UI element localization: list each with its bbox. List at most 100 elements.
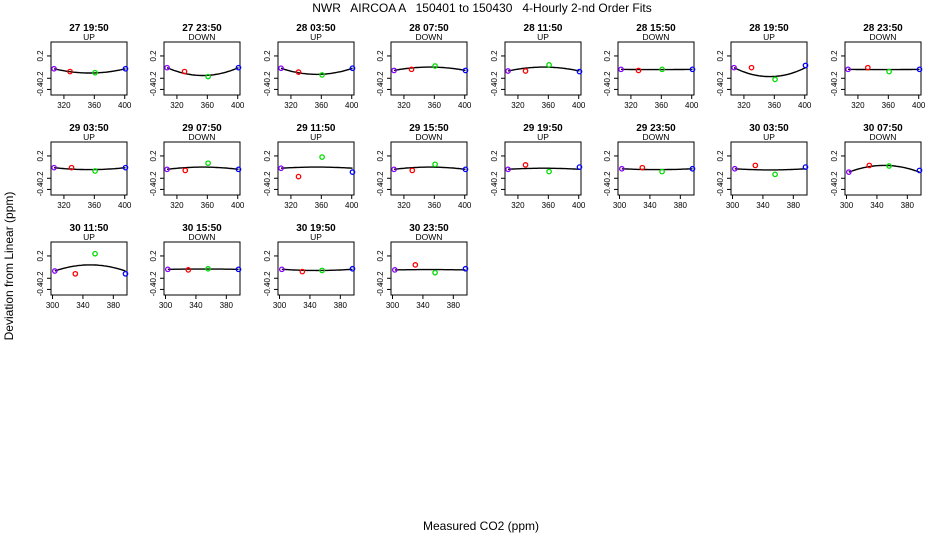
- panel-title: 30 11:50: [70, 223, 109, 234]
- data-point: [409, 167, 416, 174]
- y-tick-label: -0.2: [36, 271, 45, 285]
- y-tick-label: -0.2: [149, 171, 158, 185]
- y-tick-label: -0.4: [149, 182, 158, 196]
- y-tick-label: -0.4: [490, 182, 499, 196]
- x-tick-label: 320: [511, 101, 525, 110]
- y-tick-label: -0.4: [376, 182, 385, 196]
- data-point: [689, 165, 696, 172]
- y-tick-label: -0.2: [376, 71, 385, 85]
- x-tick-label: 380: [334, 301, 348, 310]
- y-tick-label: -0.2: [376, 171, 385, 185]
- y-tick-label: -0.4: [830, 182, 839, 196]
- panel-title: 29 07:50: [182, 123, 222, 134]
- data-point: [916, 66, 923, 73]
- fit-curve: [507, 167, 580, 170]
- y-tick-label: -0.4: [36, 82, 45, 96]
- data-point: [164, 266, 171, 273]
- x-tick-label: 340: [870, 201, 884, 210]
- data-point: [295, 69, 302, 75]
- x-tick-label: 340: [756, 201, 770, 210]
- x-tick-label: 360: [201, 201, 215, 210]
- data-point: [505, 166, 511, 173]
- y-tick-label: -0.2: [376, 271, 385, 285]
- panel-direction-label: UP: [83, 132, 95, 142]
- fit-curve: [393, 66, 466, 72]
- panel-direction-label: UP: [537, 32, 549, 42]
- y-tick-label: 0.2: [603, 50, 612, 62]
- x-tick-label: 380: [674, 201, 688, 210]
- x-tick-label: 360: [88, 101, 102, 110]
- data-point: [689, 66, 696, 73]
- panel-direction-label: DOWN: [189, 32, 216, 42]
- y-tick-label: -0.2: [603, 71, 612, 85]
- data-point: [182, 167, 189, 174]
- data-point: [576, 164, 583, 170]
- x-tick-label: 360: [428, 101, 442, 110]
- y-tick-label: -0.4: [490, 82, 499, 96]
- data-point: [659, 66, 665, 73]
- data-point: [122, 164, 129, 171]
- y-tick-label: 0.2: [263, 250, 272, 262]
- data-point: [886, 163, 892, 169]
- data-point: [864, 64, 871, 71]
- y-tick-label: -0.4: [149, 282, 158, 296]
- data-point: [866, 162, 873, 169]
- data-point: [68, 164, 75, 171]
- y-tick-label: -0.2: [149, 271, 158, 285]
- fit-curve: [507, 66, 580, 72]
- panel-title: 29 15:50: [409, 123, 449, 134]
- data-point: [752, 162, 759, 169]
- x-tick-label: 300: [613, 201, 627, 210]
- data-point: [618, 66, 624, 73]
- data-point: [67, 68, 73, 75]
- panel-direction-label: UP: [310, 232, 322, 242]
- panel-direction-label: UP: [763, 132, 775, 142]
- panel-frame: [163, 41, 241, 96]
- panel-title: 27 19:50: [69, 23, 109, 34]
- panel-direction-label: DOWN: [870, 132, 897, 142]
- data-point: [748, 64, 755, 71]
- panel-direction-label: UP: [310, 32, 322, 42]
- x-tick-label: 400: [458, 201, 472, 210]
- panel-title: 30 19:50: [296, 223, 336, 234]
- data-point: [432, 269, 438, 276]
- y-tick-label: 0.2: [263, 50, 272, 62]
- y-tick-label: 0.2: [490, 150, 499, 162]
- x-tick-label: 360: [201, 101, 215, 110]
- x-tick-label: 320: [57, 101, 71, 110]
- panel-title: 30 15:50: [182, 223, 222, 234]
- fit-curve: [734, 168, 806, 171]
- data-point: [408, 66, 415, 73]
- data-point: [391, 166, 397, 173]
- x-tick-label: 400: [118, 201, 132, 210]
- x-tick-label: 380: [107, 301, 121, 310]
- data-point: [522, 68, 529, 74]
- x-tick-label: 380: [787, 201, 801, 210]
- data-point: [235, 266, 242, 273]
- panel-direction-label: DOWN: [416, 32, 443, 42]
- y-tick-label: -0.4: [603, 182, 612, 196]
- x-tick-label: 320: [284, 101, 298, 110]
- data-point: [92, 250, 98, 257]
- y-tick-label: 0.2: [36, 50, 45, 62]
- panel-frame: [277, 41, 355, 96]
- y-tick-label: -0.2: [490, 71, 499, 85]
- x-tick-label: 340: [303, 301, 317, 310]
- fit-curve: [281, 268, 353, 272]
- y-tick-label: 0.2: [263, 150, 272, 162]
- panel-title: 30 03:50: [749, 123, 789, 134]
- data-point: [546, 62, 552, 68]
- x-tick-label: 400: [572, 101, 586, 110]
- y-tick-label: -0.2: [36, 71, 45, 85]
- x-tick-label: 380: [220, 301, 234, 310]
- data-point: [772, 171, 778, 178]
